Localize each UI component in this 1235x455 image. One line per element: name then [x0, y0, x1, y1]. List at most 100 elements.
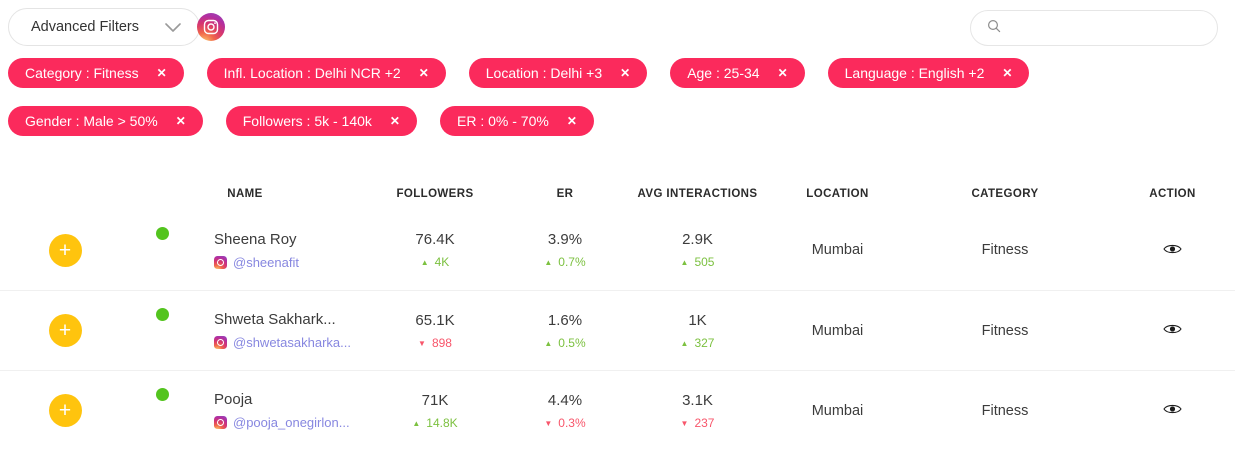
trend-arrow-icon — [544, 339, 552, 348]
filter-chip-infl-location: Infl. Location : Delhi NCR +2 ✕ — [206, 58, 446, 88]
followers-value: 71K — [421, 391, 449, 409]
header-followers: FOLLOWERS — [396, 188, 474, 200]
advanced-filters-label: Advanced Filters — [31, 19, 139, 35]
er-delta: 0.7% — [510, 255, 620, 269]
remove-filter-icon[interactable]: ✕ — [566, 114, 577, 128]
avg-interactions-cell: 2.9K 505 — [620, 231, 775, 269]
eye-icon — [1163, 324, 1182, 334]
avatar — [156, 227, 199, 270]
header-avg-interactions: AVG INTERACTIONS — [637, 188, 758, 200]
remove-filter-icon[interactable]: ✕ — [777, 66, 788, 80]
eye-icon — [1163, 244, 1182, 253]
header-action: ACTION — [1149, 188, 1196, 200]
trend-arrow-icon — [421, 258, 429, 267]
category-cell: Fitness — [981, 242, 1029, 258]
avg-interactions-delta: 237 — [620, 416, 775, 430]
followers-delta: 898 — [360, 336, 510, 350]
avg-interactions-delta: 505 — [620, 255, 775, 269]
remove-filter-icon[interactable]: ✕ — [620, 66, 631, 80]
avatar — [156, 307, 199, 351]
filter-chip-label: Followers : 5k - 140k — [242, 113, 372, 129]
instagram-icon — [214, 416, 227, 429]
location-cell: Mumbai — [811, 322, 864, 339]
filter-chip-gender: Gender : Male > 50% ✕ — [8, 106, 203, 136]
influencer-name: Shweta Sakhark... — [214, 311, 336, 328]
avg-interactions-value: 1K — [688, 311, 707, 329]
influencer-name: Pooja — [214, 391, 253, 408]
followers-delta: 4K — [360, 255, 510, 269]
toolbar: Advanced Filters — [0, 0, 1235, 54]
followers-cell: 71K 14.8K — [360, 392, 510, 430]
remove-filter-icon[interactable]: ✕ — [156, 66, 167, 80]
er-cell: 1.6% 0.5% — [510, 312, 620, 350]
view-profile-button[interactable] — [1159, 319, 1186, 342]
add-influencer-button[interactable]: + — [48, 314, 82, 347]
filter-chip-label: Infl. Location : Delhi NCR +2 — [223, 65, 401, 81]
view-profile-button[interactable] — [1159, 399, 1186, 422]
instagram-handle[interactable]: @shwetasakharka... — [214, 335, 351, 350]
eye-icon — [1163, 404, 1182, 414]
remove-filter-icon[interactable]: ✕ — [175, 114, 186, 128]
header-name: NAME — [227, 188, 263, 200]
er-delta: 0.3% — [510, 416, 620, 430]
filter-chip-label: ER : 0% - 70% — [456, 113, 549, 129]
er-value: 4.4% — [547, 391, 583, 409]
remove-filter-icon[interactable]: ✕ — [418, 66, 429, 80]
table-row: + Pooja @pooja_onegirlon... 71K 14.8K 4.… — [0, 370, 1235, 450]
instagram-handle[interactable]: @pooja_onegirlon... — [214, 415, 350, 430]
category-cell: Fitness — [981, 322, 1029, 339]
followers-value: 65.1K — [415, 311, 455, 329]
chevron-down-icon — [165, 22, 181, 32]
header-category: CATEGORY — [971, 188, 1039, 200]
search-box[interactable] — [970, 10, 1218, 46]
online-status-dot — [156, 387, 169, 401]
avg-interactions-cell: 3.1K 237 — [620, 392, 775, 430]
filter-chip-er: ER : 0% - 70% ✕ — [439, 106, 594, 136]
trend-arrow-icon — [418, 339, 426, 348]
influencer-table: NAME FOLLOWERS ER AVG INTERACTIONS LOCAT… — [0, 178, 1235, 450]
instagram-handle[interactable]: @sheenafit — [214, 255, 299, 270]
handle-text: @pooja_onegirlon... — [233, 415, 350, 430]
filter-chip-label: Language : English +2 — [844, 65, 985, 81]
table-row: + Sheena Roy @sheenafit 76.4K 4K 3.9% 0.… — [0, 210, 1235, 290]
view-profile-button[interactable] — [1159, 239, 1186, 262]
trend-arrow-icon — [412, 419, 420, 428]
search-icon — [987, 19, 1001, 38]
filter-chips-row-2: Gender : Male > 50% ✕ Followers : 5k - 1… — [0, 106, 1235, 136]
trend-arrow-icon — [544, 258, 552, 267]
remove-filter-icon[interactable]: ✕ — [389, 114, 400, 128]
followers-value: 76.4K — [415, 231, 455, 248]
search-input[interactable] — [1009, 20, 1203, 36]
advanced-filters-button[interactable]: Advanced Filters — [8, 8, 200, 46]
trend-arrow-icon — [681, 339, 689, 348]
online-status-dot — [156, 307, 169, 321]
er-cell: 4.4% 0.3% — [510, 392, 620, 430]
filter-chip-age: Age : 25-34 ✕ — [670, 58, 805, 88]
avg-interactions-delta: 327 — [620, 336, 775, 350]
table-row: + Shweta Sakhark... @shwetasakharka... 6… — [0, 290, 1235, 370]
remove-filter-icon[interactable]: ✕ — [1002, 66, 1013, 80]
instagram-icon[interactable] — [197, 13, 225, 41]
filter-chip-label: Age : 25-34 — [687, 65, 760, 81]
filter-chip-label: Category : Fitness — [25, 65, 139, 81]
avg-interactions-value: 3.1K — [682, 391, 713, 409]
influencer-name: Sheena Roy — [214, 230, 297, 248]
handle-text: @shwetasakharka... — [233, 335, 351, 350]
add-influencer-button[interactable]: + — [48, 394, 82, 427]
add-influencer-button[interactable]: + — [48, 233, 82, 267]
header-location: LOCATION — [806, 188, 869, 200]
avg-interactions-cell: 1K 327 — [620, 312, 775, 350]
trend-arrow-icon — [681, 258, 689, 267]
filter-chip-label: Gender : Male > 50% — [25, 113, 158, 129]
handle-text: @sheenafit — [233, 254, 299, 270]
followers-cell: 76.4K 4K — [360, 231, 510, 269]
er-cell: 3.9% 0.7% — [510, 231, 620, 269]
trend-arrow-icon — [544, 419, 552, 428]
instagram-icon — [214, 255, 227, 269]
filter-chip-followers: Followers : 5k - 140k ✕ — [225, 106, 417, 136]
avg-interactions-value: 2.9K — [682, 231, 713, 248]
filter-chip-category: Category : Fitness ✕ — [8, 58, 184, 88]
trend-arrow-icon — [681, 419, 689, 428]
avatar — [156, 387, 199, 431]
location-cell: Mumbai — [811, 402, 864, 419]
